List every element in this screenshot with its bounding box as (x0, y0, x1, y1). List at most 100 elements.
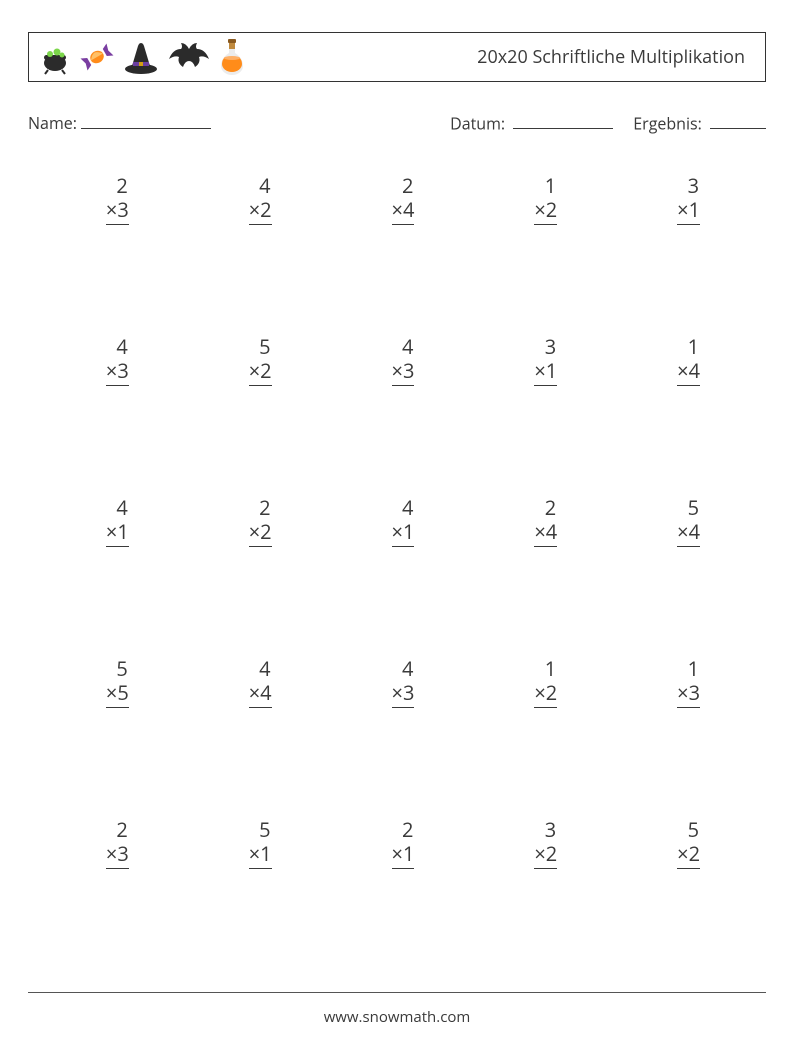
multiplier: 2 (689, 840, 700, 867)
result-label: Ergebnis: (633, 112, 702, 134)
multiplier-row: ×3 (106, 198, 129, 225)
multiplier: 1 (689, 196, 700, 223)
multiplication-problem: 2×3 (40, 174, 183, 225)
multiplier: 3 (117, 357, 128, 384)
witch-hat-icon (121, 39, 161, 75)
multiplication-problem: 2×2 (183, 496, 326, 547)
name-field-group: Name: (28, 110, 211, 134)
times-operator: × (534, 357, 545, 384)
header-box: 20x20 Schriftliche Multiplikation (28, 32, 766, 82)
multiplier: 4 (260, 679, 271, 706)
worksheet-page: 20x20 Schriftliche Multiplikation Name: … (0, 0, 794, 1053)
multiplier-row: ×5 (106, 681, 129, 708)
multiplicand: 1 (545, 657, 557, 681)
multiplier-row: ×1 (677, 198, 700, 225)
multiplicand: 2 (259, 496, 271, 520)
multiplier-row: ×1 (392, 520, 415, 547)
multiplier-row: ×3 (106, 359, 129, 386)
multiplier: 2 (260, 196, 271, 223)
times-operator: × (106, 357, 117, 384)
times-operator: × (534, 840, 545, 867)
footer: www.snowmath.com (0, 992, 794, 1027)
multiplicand: 3 (545, 818, 557, 842)
multiplier-row: ×1 (249, 842, 272, 869)
multiplier: 3 (117, 840, 128, 867)
multiplication-problem: 1×4 (611, 335, 754, 386)
multiplier: 3 (403, 357, 414, 384)
times-operator: × (249, 518, 260, 545)
multiplicand: 5 (116, 657, 128, 681)
multiplier-row: ×1 (106, 520, 129, 547)
multiplier-row: ×2 (534, 842, 557, 869)
candy-icon (79, 39, 115, 75)
multiplicand: 1 (688, 335, 700, 359)
multiplier: 1 (260, 840, 271, 867)
bat-icon (167, 41, 211, 73)
multiplication-problem: 2×4 (326, 174, 469, 225)
multiplier: 5 (117, 679, 128, 706)
multiplier: 3 (117, 196, 128, 223)
multiplication-problem: 1×2 (468, 174, 611, 225)
multiplicand: 4 (402, 335, 414, 359)
multiplier: 2 (546, 196, 557, 223)
multiplier-row: ×4 (249, 681, 272, 708)
multiplication-problem: 4×1 (326, 496, 469, 547)
multiplier-row: ×4 (677, 359, 700, 386)
multiplicand: 5 (259, 335, 271, 359)
multiplier: 4 (689, 518, 700, 545)
multiplication-problem: 4×3 (40, 335, 183, 386)
multiplier-row: ×2 (249, 520, 272, 547)
multiplication-problem: 4×1 (40, 496, 183, 547)
multiplier: 4 (546, 518, 557, 545)
result-field-group: Ergebnis: (633, 110, 766, 134)
multiplier: 3 (689, 679, 700, 706)
multiplicand: 2 (402, 818, 414, 842)
times-operator: × (392, 518, 403, 545)
times-operator: × (106, 840, 117, 867)
multiplication-problem: 5×5 (40, 657, 183, 708)
times-operator: × (534, 196, 545, 223)
multiplier-row: ×1 (534, 359, 557, 386)
times-operator: × (677, 196, 688, 223)
multiplier: 3 (403, 679, 414, 706)
times-operator: × (249, 196, 260, 223)
multiplier: 1 (403, 518, 414, 545)
multiplication-problem: 3×1 (468, 335, 611, 386)
multiplier-row: ×4 (392, 198, 415, 225)
multiplication-problem: 5×2 (183, 335, 326, 386)
multiplier-row: ×2 (534, 198, 557, 225)
multiplier-row: ×1 (392, 842, 415, 869)
times-operator: × (534, 679, 545, 706)
times-operator: × (392, 840, 403, 867)
name-blank-line (81, 110, 211, 129)
info-row: Name: Datum: Ergebnis: (28, 110, 766, 134)
multiplicand: 5 (259, 818, 271, 842)
multiplicand: 2 (116, 174, 128, 198)
multiplication-problem: 5×4 (611, 496, 754, 547)
multiplicand: 5 (688, 818, 700, 842)
multiplicand: 4 (402, 657, 414, 681)
multiplier: 2 (546, 840, 557, 867)
date-result-group: Datum: Ergebnis: (450, 110, 766, 134)
multiplier: 2 (546, 679, 557, 706)
worksheet-title: 20x20 Schriftliche Multiplikation (477, 45, 751, 69)
multiplier: 1 (403, 840, 414, 867)
date-label: Datum: (450, 112, 505, 134)
date-field-group: Datum: (450, 110, 613, 134)
times-operator: × (392, 357, 403, 384)
multiplier-row: ×2 (249, 198, 272, 225)
multiplier-row: ×2 (677, 842, 700, 869)
multiplier-row: ×4 (677, 520, 700, 547)
multiplication-problem: 2×3 (40, 818, 183, 869)
times-operator: × (677, 357, 688, 384)
times-operator: × (392, 196, 403, 223)
multiplier: 2 (260, 518, 271, 545)
header-icon-row (37, 38, 247, 76)
multiplier: 1 (117, 518, 128, 545)
multiplication-problem: 1×3 (611, 657, 754, 708)
multiplier-row: ×3 (106, 842, 129, 869)
multiplicand: 2 (545, 496, 557, 520)
multiplier: 4 (403, 196, 414, 223)
multiplicand: 4 (402, 496, 414, 520)
multiplier: 1 (546, 357, 557, 384)
